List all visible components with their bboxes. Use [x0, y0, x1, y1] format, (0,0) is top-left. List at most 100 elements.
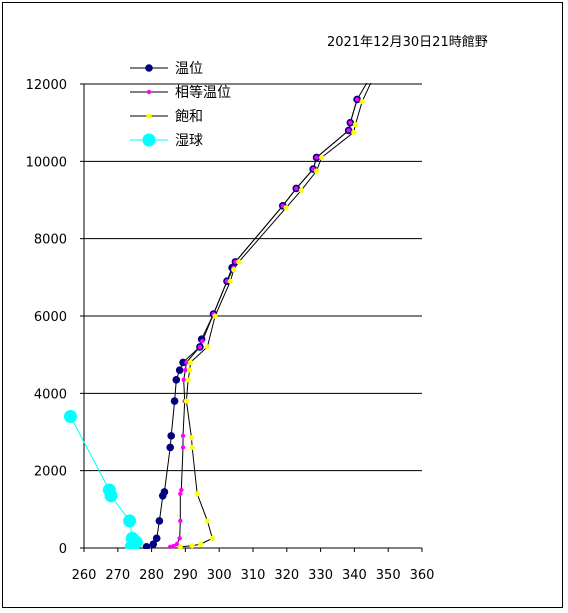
y-tick-label: 4000: [34, 387, 67, 402]
y-tick-label: 10000: [26, 155, 67, 170]
data-point: [123, 514, 137, 528]
series-line-1: [170, 99, 358, 548]
series-line-2: [180, 83, 372, 548]
y-tick-label: 12000: [26, 78, 67, 93]
grid: [84, 83, 422, 472]
data-point: [359, 98, 365, 104]
data-point: [166, 443, 174, 452]
x-tick-label: 340: [342, 568, 367, 583]
data-point: [177, 544, 183, 549]
x-tick-label: 300: [207, 568, 232, 583]
data-point: [63, 410, 77, 424]
x-tick-label: 310: [241, 568, 266, 583]
data-point: [197, 344, 203, 350]
data-point: [204, 518, 210, 524]
data-point: [178, 491, 183, 497]
series-line-3: [70, 416, 138, 548]
legend-item: 相等温位: [130, 84, 231, 101]
data-point: [142, 543, 151, 549]
data-point: [200, 338, 205, 344]
data-point: [172, 376, 181, 384]
data-point: [348, 120, 353, 125]
x-tick-label: 360: [410, 568, 435, 583]
data-point: [181, 377, 186, 382]
chart-frame: [2, 2, 563, 608]
data-point: [231, 267, 237, 273]
data-point: [227, 278, 233, 284]
data-point: [160, 488, 169, 496]
data-point: [175, 366, 184, 374]
legend-marker: [145, 64, 153, 72]
data-point: [351, 129, 357, 135]
data-point: [369, 69, 377, 77]
data-point: [178, 518, 183, 524]
data-point: [294, 186, 299, 191]
x-tick-label: 260: [72, 568, 97, 583]
data-point: [185, 377, 191, 383]
data-point: [212, 313, 218, 319]
legend-marker: [146, 89, 152, 95]
y-tick-label: 6000: [34, 310, 67, 325]
data-point: [189, 543, 195, 549]
data-point: [155, 517, 164, 525]
series-layer: [63, 69, 378, 549]
legend-item: 湿球: [130, 133, 203, 149]
legend-item: 温位: [130, 61, 203, 77]
data-point: [179, 358, 187, 367]
data-point: [194, 491, 200, 497]
legend-label: 温位: [175, 61, 203, 77]
data-point: [283, 205, 289, 211]
data-point: [354, 97, 360, 102]
y-tick-label: 0: [59, 542, 67, 557]
y-tick-label: 2000: [34, 465, 67, 480]
data-point: [346, 128, 351, 133]
x-tick-label: 270: [105, 568, 130, 583]
data-point: [319, 154, 325, 161]
legend-label: 湿球: [175, 133, 203, 149]
data-point: [149, 540, 158, 548]
legend-item: 飽和: [130, 108, 203, 125]
data-point: [352, 122, 359, 128]
data-point: [183, 367, 188, 373]
data-point: [313, 168, 320, 174]
chart-title: 2021年12月30日21時館野: [327, 35, 488, 50]
data-point: [187, 367, 193, 373]
data-point: [298, 187, 304, 193]
legend-label: 飽和: [175, 108, 203, 125]
data-point: [167, 544, 173, 549]
legend-marker: [146, 113, 152, 119]
data-point: [171, 543, 176, 549]
data-point: [184, 360, 189, 365]
data-point: [104, 489, 118, 503]
data-point: [174, 541, 180, 547]
x-tick-label: 320: [274, 568, 299, 583]
axes: 260 270 280 290 300 310 320 330 340 350 360 0 2000 40…: [26, 78, 435, 583]
legend-label: 相等温位: [175, 84, 231, 101]
data-point: [236, 259, 242, 265]
data-point: [179, 487, 184, 493]
data-point: [170, 397, 179, 405]
data-point: [198, 541, 204, 547]
x-tick-label: 350: [376, 568, 401, 583]
y-tick-label: 8000: [34, 233, 67, 248]
data-point: [189, 444, 195, 451]
data-point: [177, 536, 182, 541]
data-point: [187, 359, 194, 365]
data-point: [209, 535, 216, 541]
data-point: [204, 344, 210, 350]
data-point: [167, 432, 176, 440]
data-point: [188, 435, 195, 441]
legend-marker: [142, 133, 156, 147]
data-point: [180, 445, 186, 450]
data-point: [314, 155, 319, 160]
data-point: [373, 70, 378, 75]
data-point: [180, 433, 186, 439]
data-point: [152, 534, 161, 543]
x-tick-label: 280: [139, 568, 164, 583]
data-point: [183, 398, 190, 404]
data-point: [124, 540, 138, 549]
x-tick-label: 330: [308, 568, 333, 583]
x-tick-label: 290: [173, 568, 198, 583]
